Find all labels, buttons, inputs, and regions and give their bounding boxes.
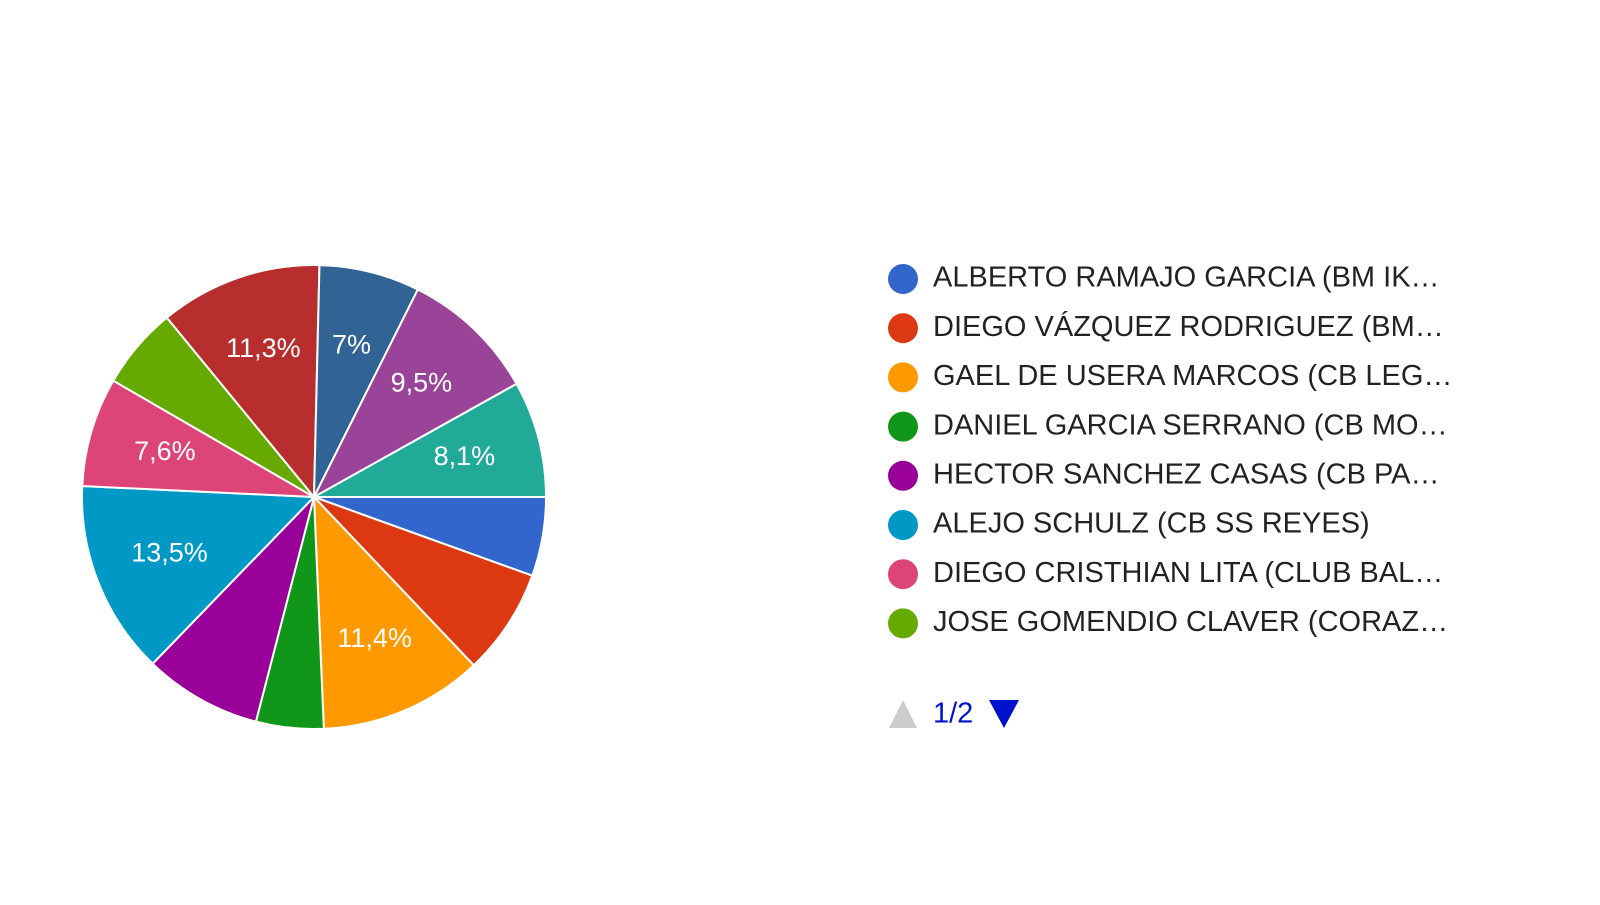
legend-label: HECTOR SANCHEZ CASAS (CB PA… <box>933 458 1440 490</box>
legend-marker <box>888 559 918 590</box>
pie-slice <box>165 264 321 500</box>
legend-marker <box>888 264 918 294</box>
legend-label: ALEJO SCHULZ (CB SS REYES) <box>933 508 1370 540</box>
legend-marker <box>888 510 918 540</box>
legend-marker <box>888 362 918 393</box>
legend-label: DIEGO VÁZQUEZ RODRIGUEZ (BM… <box>933 310 1444 343</box>
legend-marker <box>888 411 918 442</box>
legend-marker <box>888 313 918 344</box>
legend-label: ALBERTO RAMAJO GARCIA (BM IK… <box>933 262 1440 294</box>
slice-label: 13,5% <box>131 537 208 567</box>
legend-prev-page[interactable] <box>889 700 917 728</box>
slice-label: 11,3% <box>226 333 301 363</box>
legend-page-indicator: 1/2 <box>933 698 973 730</box>
slice-label: 11,4% <box>337 623 412 653</box>
pie-slice <box>151 493 316 723</box>
legend-label: DIEGO CRISTHIAN LITA (CLUB BAL… <box>933 557 1443 589</box>
legend-marker <box>888 608 918 639</box>
legend-label: GAEL DE USERA MARCOS (CB LEG… <box>933 360 1452 392</box>
pie-slice <box>310 382 548 498</box>
pie-slice <box>81 485 317 666</box>
pie-slice <box>311 288 518 500</box>
slice-label: 7,6% <box>134 436 196 466</box>
legend-label: JOSE GOMENDIO CLAVER (CORAZ… <box>933 606 1448 638</box>
slice-label: 7% <box>332 329 371 359</box>
pie-slice <box>81 379 315 498</box>
pie-slice <box>313 496 534 667</box>
legend-marker <box>888 460 918 491</box>
slice-label: 8,1% <box>434 441 496 471</box>
slice-label: 9,5% <box>391 368 453 398</box>
pie-slice <box>313 264 420 498</box>
pie-slice <box>312 494 476 730</box>
legend-next-page[interactable] <box>989 700 1019 728</box>
legend-label: DANIEL GARCIA SERRANO (CB MO… <box>933 409 1448 441</box>
